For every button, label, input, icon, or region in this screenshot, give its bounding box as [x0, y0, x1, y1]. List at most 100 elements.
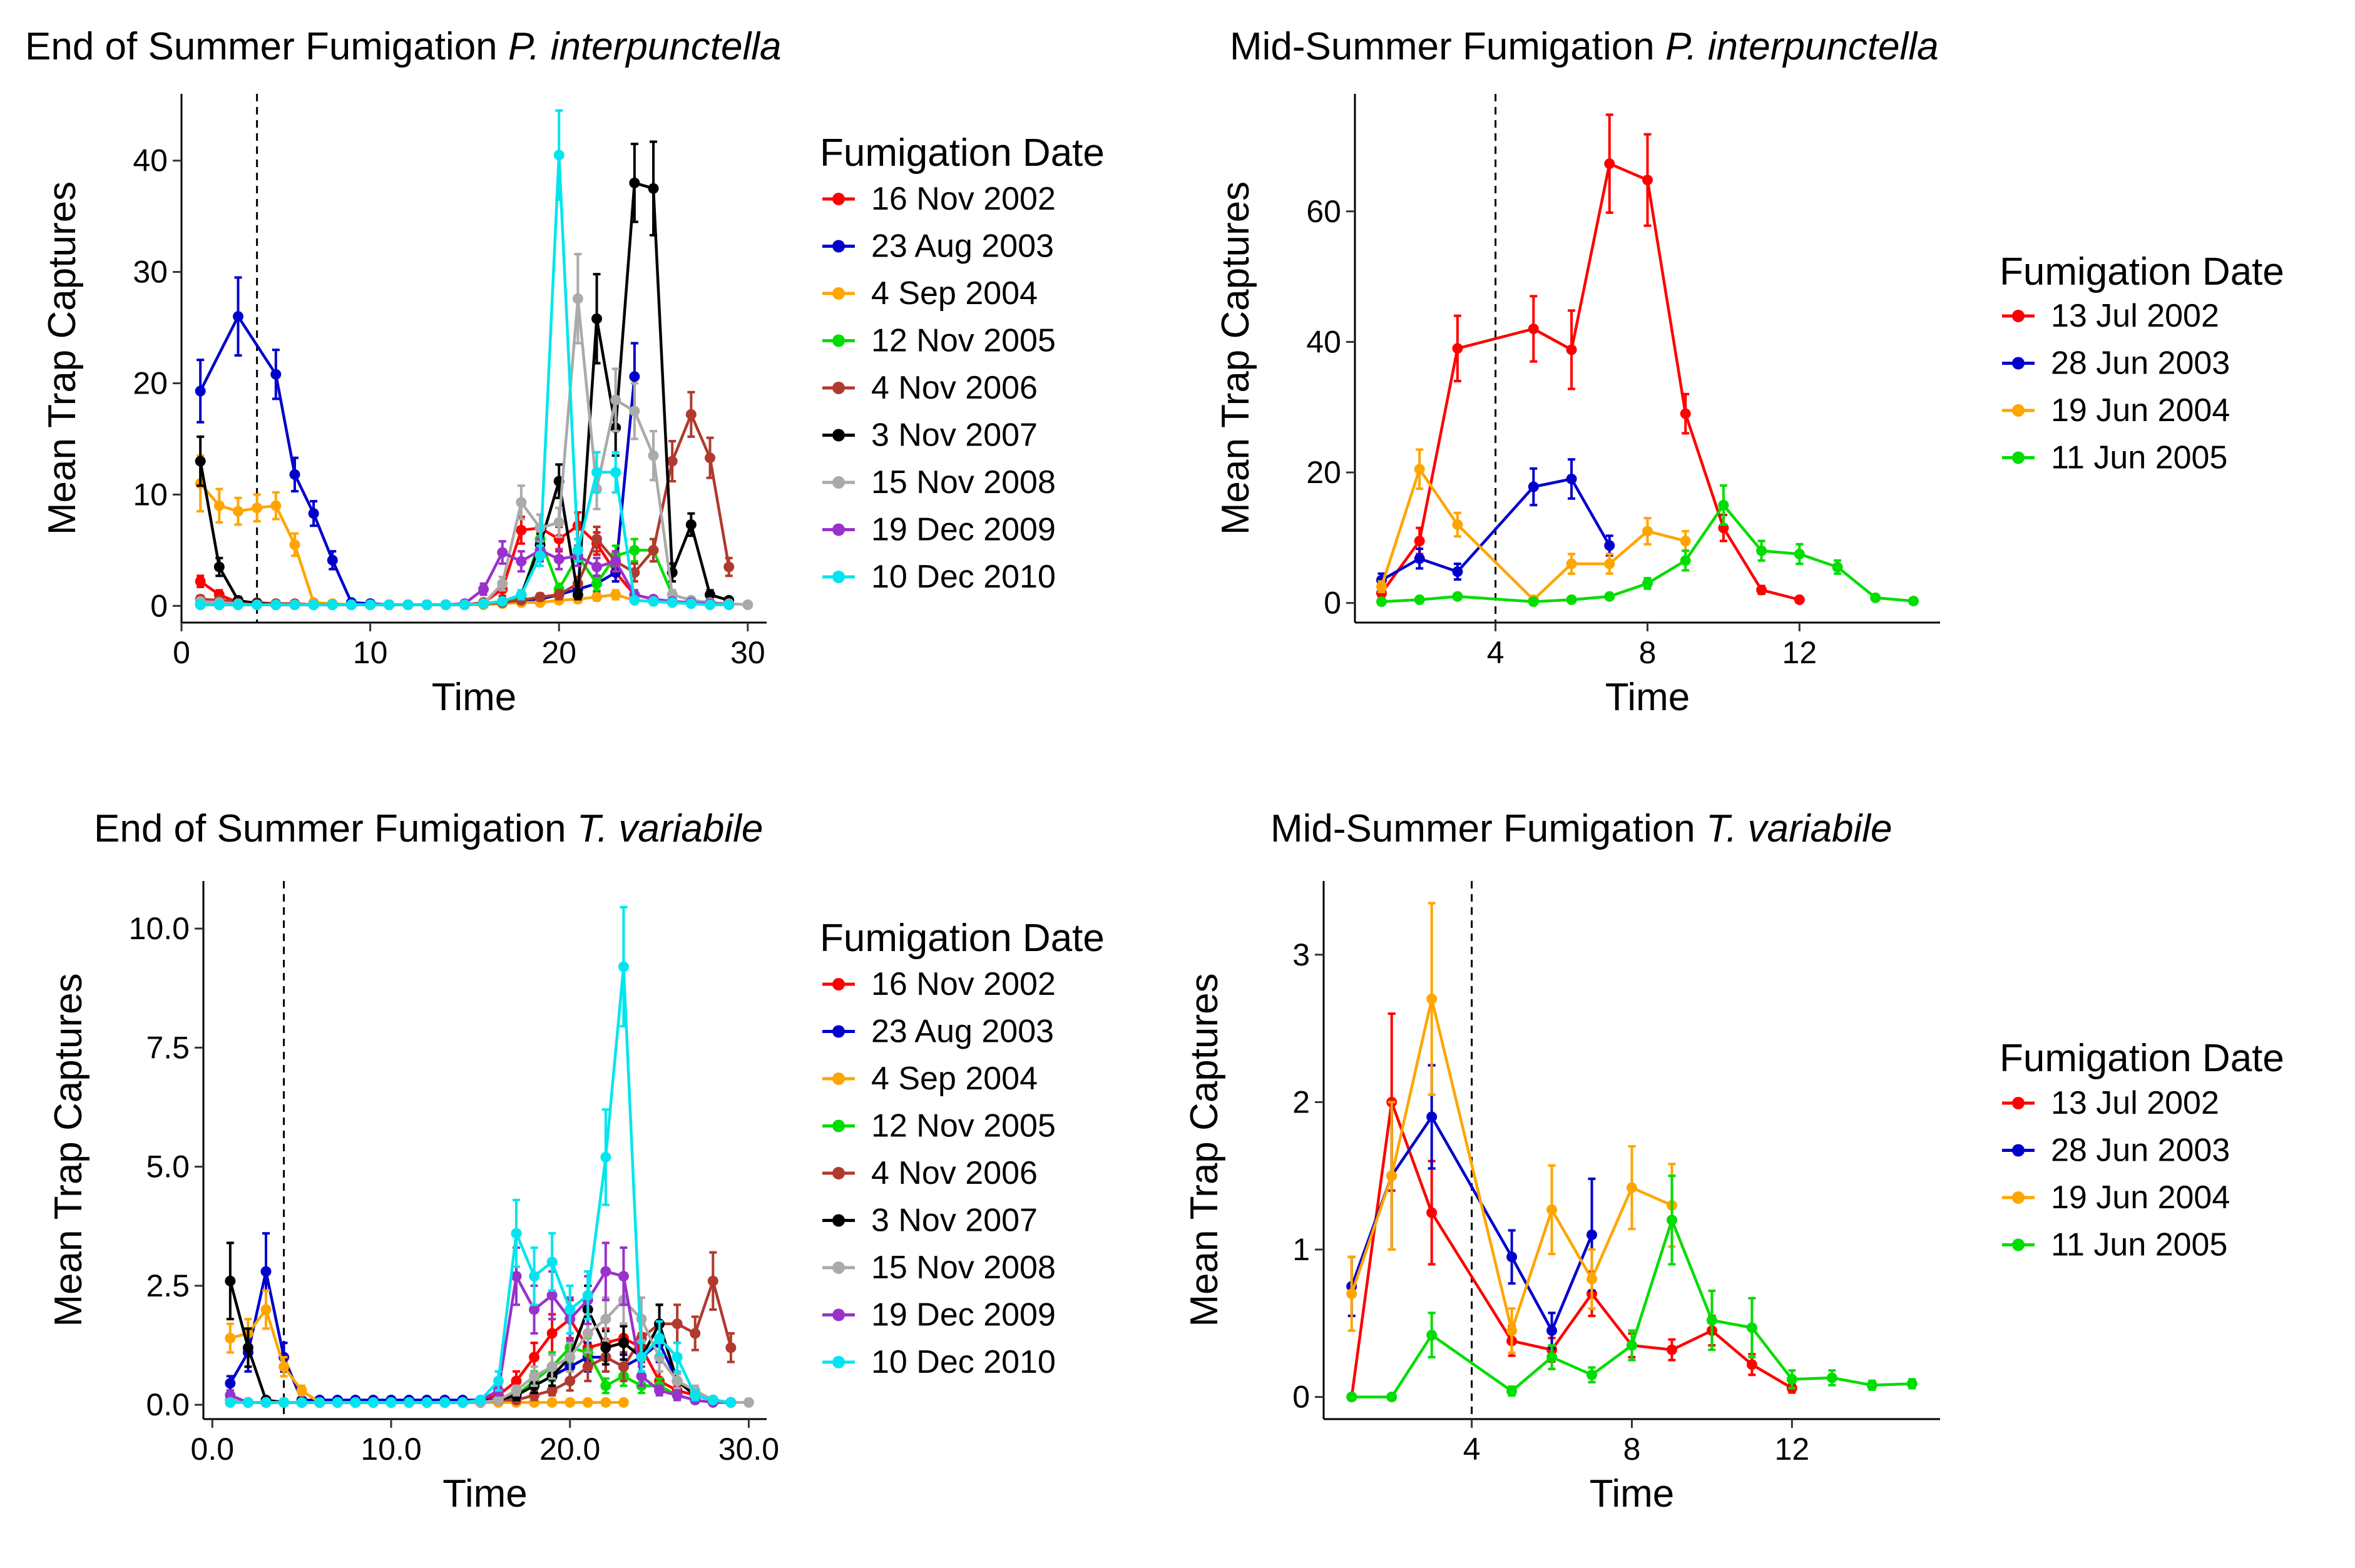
chart3-series-10-dec-2010-point-9	[386, 1397, 397, 1408]
chart4-legend-item-11-jun-2005-key-point	[2012, 1238, 2025, 1251]
chart3-x-tick-label-30: 30.0	[718, 1432, 779, 1467]
chart4-series-11-jun-2005-line	[1351, 1218, 1913, 1398]
chart1-legend-item-10-dec-2010: 10 Dec 2010	[822, 559, 1056, 595]
chart3-series-4-nov-2006-point-26	[690, 1328, 701, 1339]
chart4-y-axis-title: Mean Trap Captures	[1183, 973, 1226, 1326]
chart4-legend-item-19-jun-2004-label: 19 Jun 2004	[2051, 1179, 2230, 1216]
chart1-series-4-sep-2004-point-2	[232, 506, 243, 517]
chart4-series-13-jul-2002-point-9	[1746, 1359, 1757, 1370]
chart1-series-4-nov-2006-point-25	[667, 456, 678, 467]
chart3-series-19-dec-2009-point-24	[654, 1385, 665, 1396]
chart2-series-19-jun-2004-line	[1380, 467, 1686, 601]
chart1-series-4-nov-2006-point-24	[648, 544, 659, 556]
chart3-series-10-dec-2010-point-23	[636, 1352, 647, 1363]
chart3-legend-item-15-nov-2008-key-point	[832, 1261, 845, 1274]
chart3-y-tick-label-2-5: 2.5	[146, 1268, 190, 1303]
chart2-series-11-jun-2005-point-7	[1680, 555, 1691, 566]
chart1-series-4-nov-2006-point-27	[705, 452, 716, 464]
chart3-series-10-dec-2010-point-0	[225, 1397, 236, 1408]
chart1-legend-item-15-nov-2008-key-point	[832, 476, 845, 489]
chart1-series-10-dec-2010-point-12	[421, 599, 432, 611]
chart1-series-3-nov-2007-point-27	[705, 589, 716, 601]
chart1-y-axis-title: Mean Trap Captures	[41, 181, 84, 535]
chart3-series-19-dec-2009-point-23	[636, 1371, 647, 1382]
chart1-series-4-nov-2006-line	[200, 413, 730, 606]
chart3-legend-item-3-nov-2007: 3 Nov 2007	[822, 1203, 1038, 1239]
chart3-legend-item-12-nov-2005-label: 12 Nov 2005	[871, 1108, 1056, 1144]
chart2-x-tick-label-8: 8	[1639, 635, 1657, 670]
chart4-legend-item-19-jun-2004: 19 Jun 2004	[2002, 1179, 2230, 1216]
chart3-series-4-nov-2006-point-20	[582, 1361, 593, 1372]
chart3-series-10-dec-2010-point-7	[350, 1397, 361, 1408]
chart3-series-19-dec-2009-point-18	[546, 1290, 558, 1301]
chart3-series-19-dec-2009-point-16	[511, 1271, 522, 1282]
chart1-y-tick-label-10: 10	[133, 477, 168, 512]
chart3-legend-item-4-nov-2006: 4 Nov 2006	[822, 1155, 1038, 1191]
chart1-x-tick-label-20: 20	[541, 635, 576, 670]
chart2-legend-item-19-jun-2004: 19 Jun 2004	[2002, 392, 2230, 429]
chart4-series-11-jun-2005-point-9	[1746, 1322, 1757, 1333]
chart1-series-10-dec-2010-point-10	[384, 599, 395, 611]
chart3-series-16-nov-2002-point-16	[511, 1375, 522, 1387]
chart4-series-11-jun-2005-point-2	[1426, 1330, 1438, 1341]
chart4-series-19-jun-2004-point-2	[1426, 993, 1438, 1004]
chart1-series-4-sep-2004-point-3	[252, 502, 263, 514]
chart1-legend-title: Fumigation Date	[820, 131, 1105, 175]
chart4-series-11-jun-2005-point-3	[1506, 1385, 1518, 1397]
chart3-series-10-dec-2010-point-20	[582, 1290, 593, 1301]
chart3-legend-item-19-dec-2009: 19 Dec 2009	[822, 1297, 1056, 1333]
chart2-series-28-jun-2003-point-1	[1414, 553, 1425, 564]
chart1-legend-item-15-nov-2008: 15 Nov 2008	[822, 464, 1056, 501]
chart3-title-text: End of Summer Fumigation	[94, 807, 577, 850]
chart2-series-11-jun-2005-point-11	[1832, 561, 1843, 573]
chart3-legend: Fumigation Date 16 Nov 2002 23 Aug 2003 4 S…	[820, 917, 1105, 1380]
chart4-legend: Fumigation Date 13 Jul 2002 28 Jun 2003 19 …	[2000, 1037, 2284, 1263]
chart3-series-10-dec-2010-point-13	[457, 1397, 468, 1408]
chart1-series-19-dec-2009-point-19	[553, 554, 564, 565]
chart2-series-11-jun-2005-point-2	[1452, 591, 1463, 602]
chart2-legend-item-13-jul-2002-label: 13 Jul 2002	[2051, 298, 2219, 334]
chart2-series-28-jun-2003-point-3	[1528, 481, 1539, 492]
chart3-legend-item-12-nov-2005: 12 Nov 2005	[822, 1108, 1056, 1144]
chart1-series-23-aug-2003-point-4	[308, 508, 319, 519]
chart1-y-tick-label-40: 40	[133, 143, 168, 178]
chart4-x-tick-label-4: 4	[1463, 1432, 1481, 1467]
chart1-series-23-aug-2003-point-3	[289, 469, 300, 480]
chart3-legend-item-10-dec-2010-key-point	[832, 1356, 845, 1368]
chart4-legend-title: Fumigation Date	[2000, 1037, 2284, 1080]
chart3-series-4-sep-2004-point-22	[618, 1397, 629, 1408]
chart2-series-13-jul-2002	[1376, 113, 1805, 605]
chart4-x-tick-label-12: 12	[1775, 1432, 1810, 1467]
chart4-y-tick-label-2: 2	[1292, 1084, 1310, 1119]
chart1-series-10-dec-2010-point-21	[591, 467, 603, 478]
chart3-series-3-nov-2007-point-0	[225, 1275, 236, 1286]
chart3-series-15-nov-2008-point-23	[636, 1313, 647, 1325]
chart3: End of Summer Fumigation T. variabile 0.0…	[47, 807, 1105, 1515]
chart3-series-10-dec-2010-point-15	[493, 1375, 504, 1387]
chart2-y-axis-title: Mean Trap Captures	[1214, 181, 1257, 535]
chart3-series-19-dec-2009-point-21	[600, 1266, 611, 1277]
chart2-series-11-jun-2005-point-13	[1908, 596, 1919, 607]
chart3-series-10-dec-2010-point-21	[600, 1151, 611, 1163]
chart3-series-10-dec-2010-point-27	[707, 1395, 718, 1406]
chart1-series-10-dec-2010-point-18	[534, 550, 546, 561]
chart1-legend: Fumigation Date 16 Nov 2002 23 Aug 2003 4 S…	[820, 131, 1105, 595]
chart1-title-text: End of Summer Fumigation	[25, 25, 508, 68]
chart1-series-10-dec-2010-point-22	[610, 467, 621, 478]
chart3-series-10-dec-2010-point-19	[564, 1304, 576, 1315]
chart4-y-tick-label-3: 3	[1292, 937, 1310, 972]
chart3-series-4-sep-2004-point-3	[278, 1361, 290, 1372]
chart2-series-19-jun-2004-point-6	[1642, 526, 1653, 537]
chart2-legend-item-11-jun-2005-label: 11 Jun 2005	[2051, 440, 2227, 476]
chart3-series-19-dec-2009-point-25	[672, 1390, 683, 1401]
chart1-series-23-aug-2003-point-21	[629, 371, 640, 382]
chart1-series-10-dec-2010-point-26	[685, 598, 697, 609]
chart4-series-19-jun-2004-point-0	[1346, 1288, 1357, 1300]
chart3-legend-item-15-nov-2008: 15 Nov 2008	[822, 1250, 1056, 1286]
chart3-series-10-dec-2010-point-8	[367, 1397, 379, 1408]
chart3-y-axis-title: Mean Trap Captures	[47, 973, 90, 1326]
chart1-y-tick-label-30: 30	[133, 255, 168, 290]
chart1-series-3-nov-2007-point-20	[572, 589, 583, 601]
chart1-legend-item-4-sep-2004: 4 Sep 2004	[822, 275, 1038, 312]
